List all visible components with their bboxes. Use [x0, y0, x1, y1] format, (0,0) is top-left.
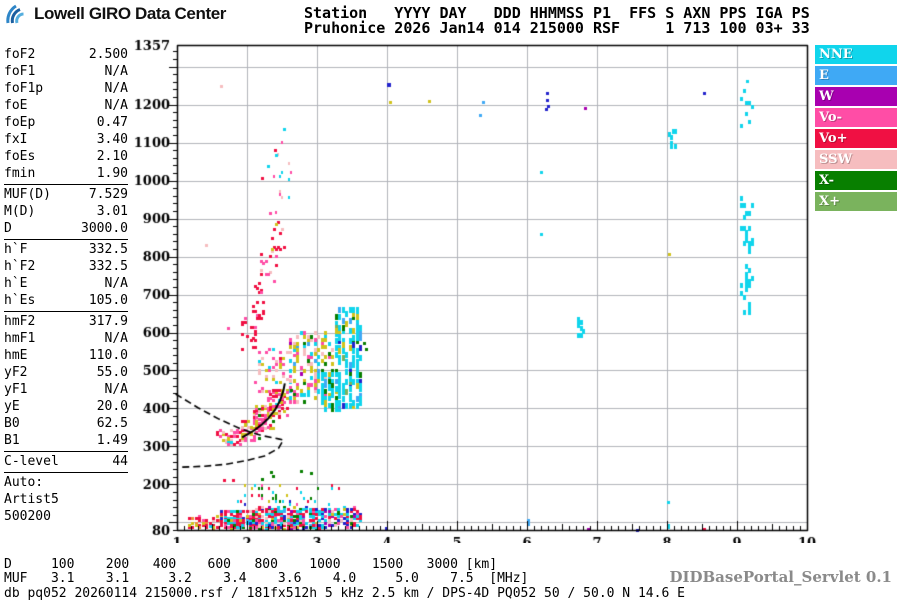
param-row: fxI 3.40 — [4, 132, 128, 147]
param-row: foF2 2.500 — [4, 47, 128, 62]
param-row: yF2 55.0 — [4, 365, 128, 380]
param-row: MUF(D) 7.529 — [4, 187, 128, 202]
status-line: db pq052 20260114 215000.rsf / 181fx512h… — [4, 586, 685, 600]
param-row: foE N/A — [4, 98, 128, 113]
param-panel: foF2 2.500 foF1 N/A foF1p N/A foE N/A foEp 0.47 fx… — [4, 45, 128, 527]
param-row: Artist5 — [4, 492, 59, 507]
param-row: 500200 — [4, 509, 51, 524]
param-row: hmF2 317.9 — [4, 314, 128, 329]
param-row: B0 62.5 — [4, 416, 128, 431]
ionogram-plot — [130, 38, 890, 543]
param-row: h`F2 332.5 — [4, 259, 128, 274]
param-row: h`F 332.5 — [4, 242, 128, 257]
param-row: h`E N/A — [4, 276, 128, 291]
param-row: Auto: — [4, 475, 44, 490]
param-row: foEs 2.10 — [4, 149, 128, 164]
giro-logo-icon — [6, 4, 30, 24]
param-row: foF1 N/A — [4, 64, 128, 79]
param-row: C-level 44 — [4, 454, 128, 469]
param-row: D 3000.0 — [4, 221, 128, 236]
param-row: yE 20.0 — [4, 399, 128, 414]
giro-logo: Lowell GIRO Data Center — [6, 4, 226, 24]
param-row: B1 1.49 — [4, 433, 128, 448]
param-row: yF1 N/A — [4, 382, 128, 397]
param-row: hmE 110.0 — [4, 348, 128, 363]
servlet-version-label: DIDBasePortal_Servlet 0.1 — [669, 568, 892, 586]
param-row: foF1p N/A — [4, 81, 128, 96]
param-row: M(D) 3.01 — [4, 204, 128, 219]
station-value-row: Pruhonice 2026 Jan14 014 215000 RSF 1 71… — [304, 19, 810, 37]
muf-row: MUF 3.1 3.1 3.2 3.4 3.6 4.0 5.0 7.5 [MHz… — [4, 571, 529, 586]
station-header-row: Station YYYY DAY DDD HHMMSS P1 FFS S AXN… — [304, 4, 810, 22]
station-info: Station YYYY DAY DDD HHMMSS P1 FFS S AXN… — [304, 6, 810, 36]
param-row: foEp 0.47 — [4, 115, 128, 130]
distance-row: D 100 200 400 600 800 1000 1500 3000 [km… — [4, 557, 498, 572]
param-row: h`Es 105.0 — [4, 293, 128, 308]
muf-table: D 100 200 400 600 800 1000 1500 3000 [km… — [4, 558, 528, 586]
param-row: hmF1 N/A — [4, 331, 128, 346]
param-row: fmin 1.90 — [4, 166, 128, 181]
logo-title: Lowell GIRO Data Center — [34, 4, 227, 23]
